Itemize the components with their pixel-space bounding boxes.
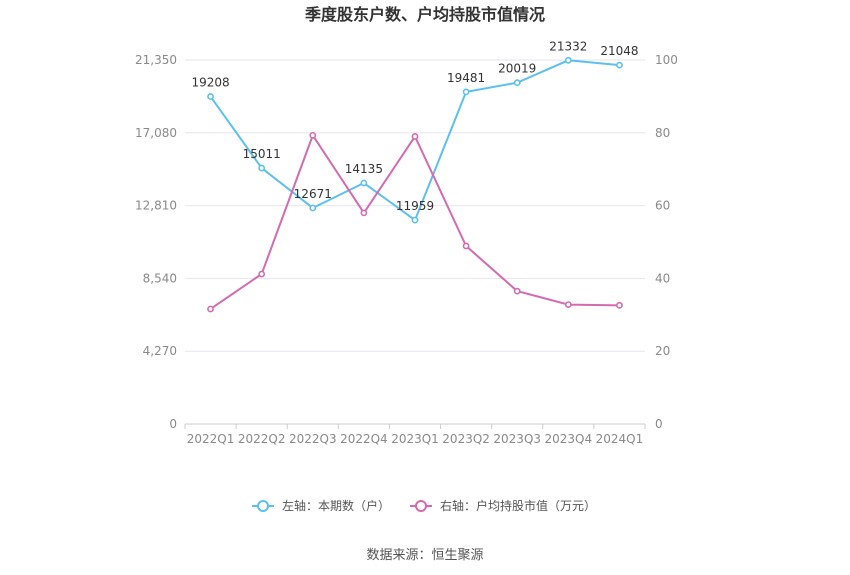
y-right-tick-label: 80 <box>655 126 670 140</box>
y-right-tick-label: 20 <box>655 344 670 358</box>
series-point[interactable] <box>513 287 521 295</box>
y-right-tick-label: 40 <box>655 271 670 285</box>
y-left-tick-label: 0 <box>169 417 177 431</box>
series-point[interactable] <box>309 204 317 212</box>
series-point[interactable] <box>411 133 419 140</box>
x-tick-label: 2023Q4 <box>545 432 593 446</box>
right-axis: 0 20 40 60 80 100 <box>655 53 678 431</box>
series-point[interactable] <box>616 301 623 309</box>
data-label: 20019 <box>498 62 536 76</box>
data-label: 15011 <box>243 147 281 161</box>
data-label: 12671 <box>294 187 332 201</box>
series-point[interactable] <box>360 179 368 187</box>
data-label: 21332 <box>549 39 587 53</box>
y-left-tick-label: 4,270 <box>143 344 177 358</box>
x-tick-label: 2023Q2 <box>442 432 490 446</box>
legend-item-left[interactable]: 左轴：本期数（户） <box>252 498 390 513</box>
y-left-tick-label: 17,080 <box>135 126 177 140</box>
series-point[interactable] <box>258 164 266 172</box>
y-right-tick-label: 60 <box>655 199 670 213</box>
x-axis: 2022Q1 2022Q2 2022Q3 2022Q4 2023Q1 2023Q2 2023… <box>184 424 646 446</box>
legend-item-right[interactable]: 右轴：户均持股市值（万元） <box>410 498 596 513</box>
series-point[interactable] <box>462 242 470 250</box>
legend-marker <box>415 500 427 512</box>
series-point[interactable] <box>513 79 521 87</box>
x-tick-label: 2022Q3 <box>289 432 337 446</box>
legend-marker <box>257 500 269 512</box>
y-right-tick-label: 100 <box>655 53 678 67</box>
series-point[interactable] <box>564 301 572 309</box>
series-line-left <box>209 59 620 222</box>
series-point[interactable] <box>207 305 214 313</box>
data-label: 19208 <box>191 76 229 90</box>
legend[interactable]: 左轴：本期数（户） 右轴：户均持股市值（万元） <box>252 498 596 513</box>
y-left-tick-label: 8,540 <box>143 271 177 285</box>
series-point[interactable] <box>309 131 317 139</box>
left-axis: 0 4,270 8,540 12,810 17,080 21,350 <box>135 53 177 431</box>
legend-label: 左轴：本期数（户） <box>282 498 390 513</box>
x-tick-label: 2022Q1 <box>187 432 235 446</box>
source-note: 数据来源：恒生聚源 <box>366 548 483 563</box>
series-point[interactable] <box>360 209 368 217</box>
data-label: 21048 <box>600 44 638 58</box>
series-group: 19208 15011 12671 14135 11959 19481 20019 21332… <box>191 39 639 313</box>
data-label: 11959 <box>396 199 434 213</box>
x-tick-label: 2022Q4 <box>340 432 388 446</box>
y-left-tick-label: 12,810 <box>135 199 177 213</box>
data-label: 19481 <box>447 71 485 85</box>
data-label: 14135 <box>345 162 383 176</box>
legend-label: 右轴：户均持股市值（万元） <box>440 498 596 513</box>
x-tick-label: 2023Q3 <box>493 432 541 446</box>
series-point[interactable] <box>411 216 419 224</box>
series-point[interactable] <box>258 270 266 278</box>
grid <box>185 59 645 425</box>
series-point[interactable] <box>462 88 470 96</box>
x-tick-label: 2024Q1 <box>596 432 644 446</box>
series-point[interactable] <box>616 61 623 69</box>
series-point[interactable] <box>207 93 214 100</box>
y-right-tick-label: 0 <box>655 417 663 431</box>
chart-title: 季度股东户数、户均持股市值情况 <box>304 5 545 24</box>
series-point[interactable] <box>564 56 572 64</box>
x-tick-label: 2023Q1 <box>391 432 439 446</box>
x-tick-label: 2022Q2 <box>238 432 286 446</box>
y-left-tick-label: 21,350 <box>135 53 177 67</box>
